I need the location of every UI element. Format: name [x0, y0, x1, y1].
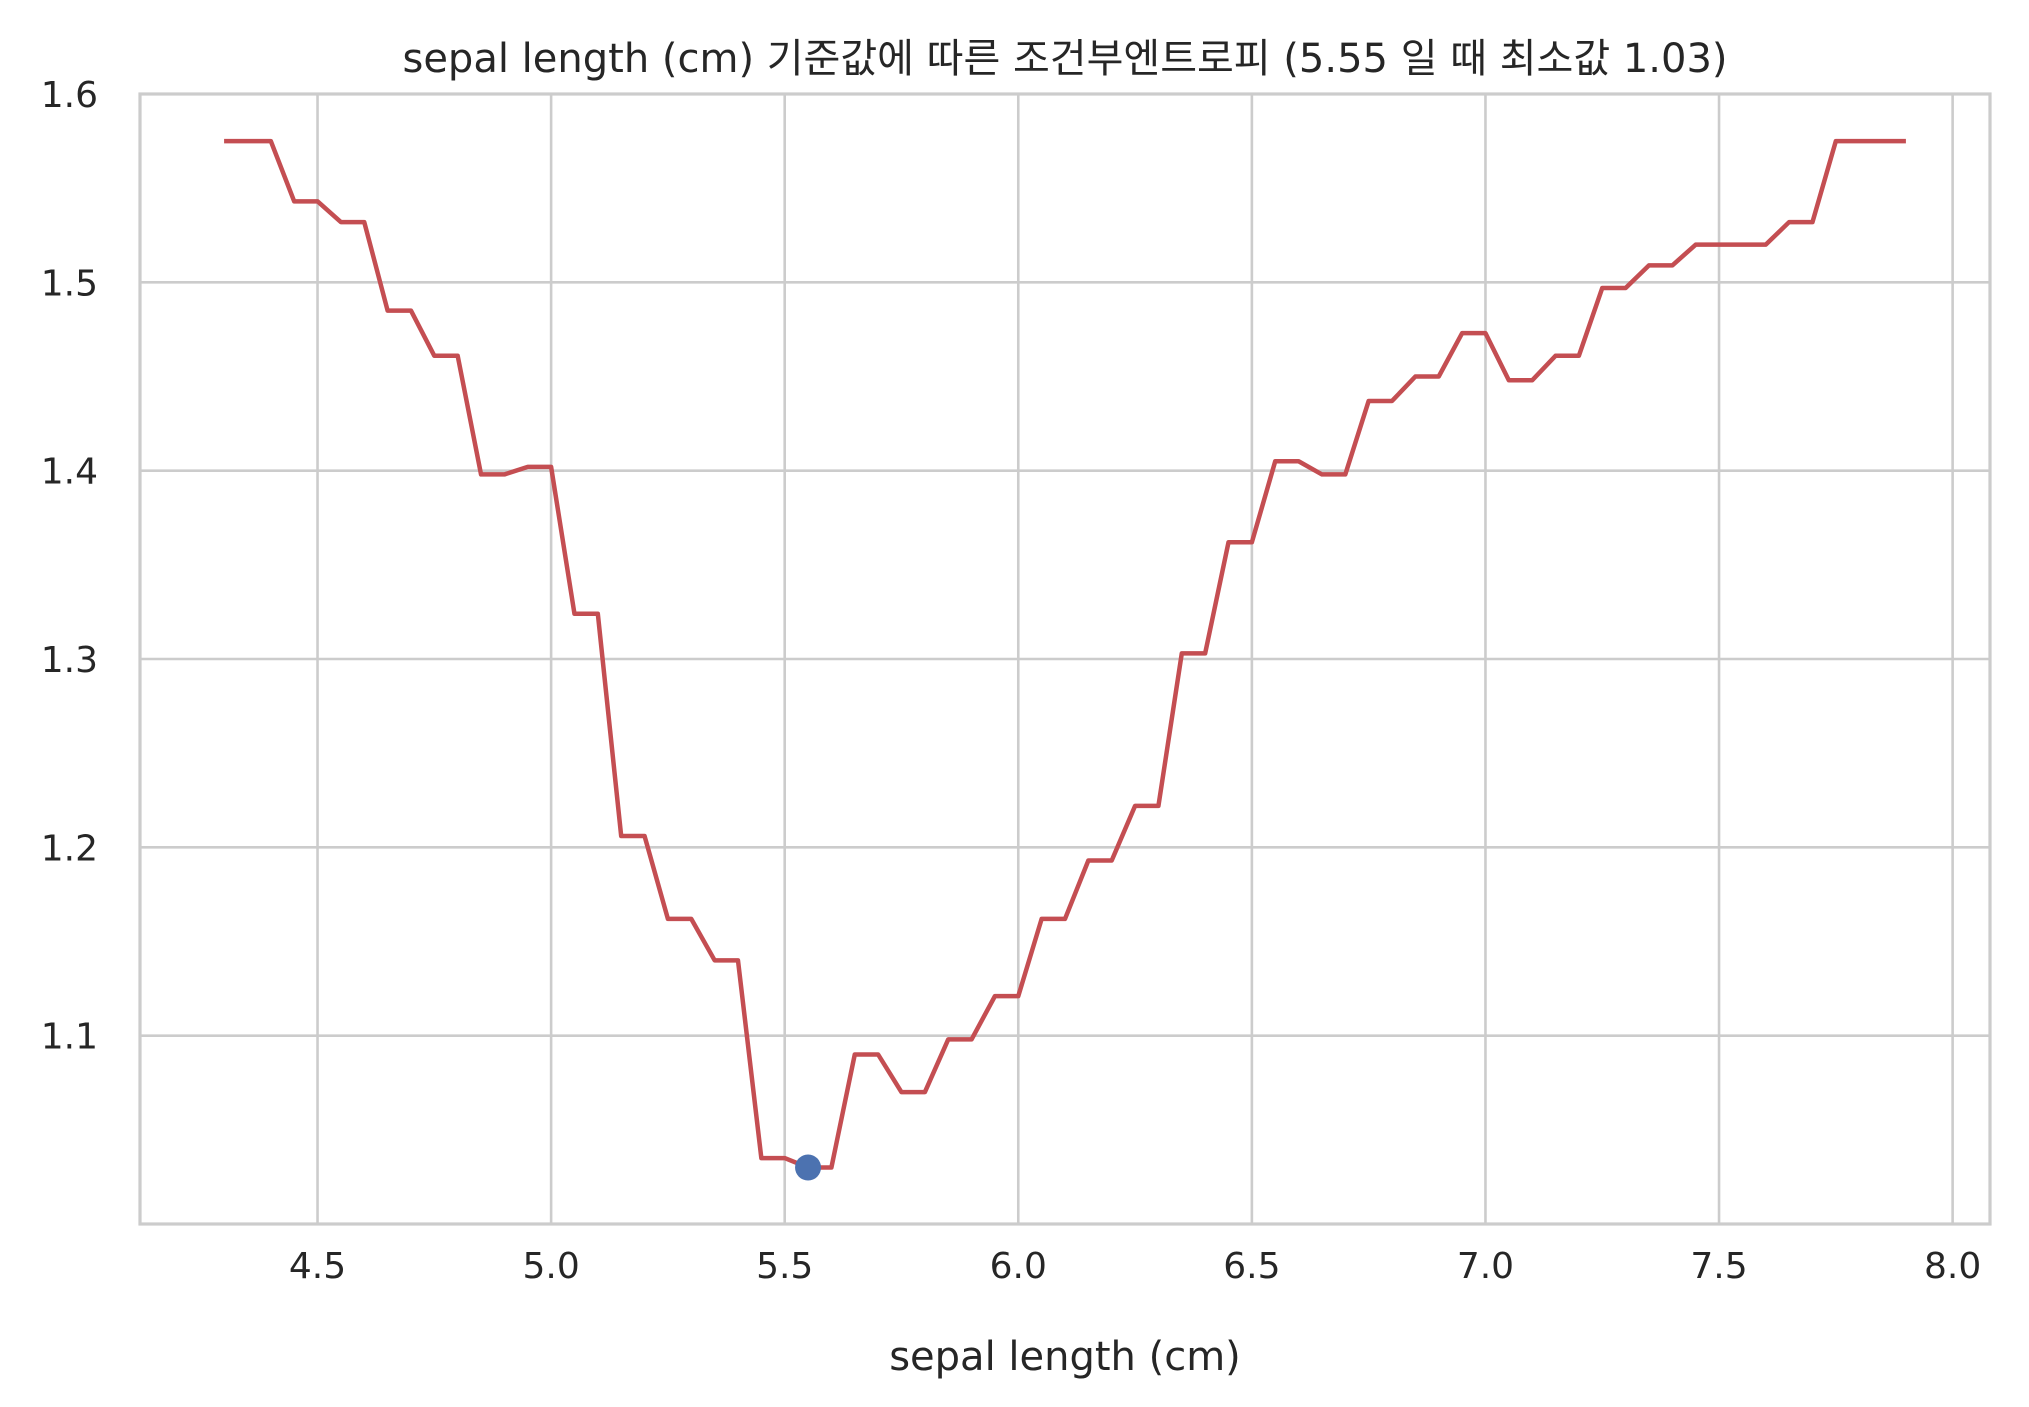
x-tick-label: 7.5	[1690, 1246, 1747, 1287]
y-tick-label: 1.6	[41, 75, 98, 116]
y-tick-label: 1.2	[41, 828, 98, 869]
y-tick-labels: 1.1 1.2 1.3 1.4 1.5 1.6	[41, 75, 98, 1058]
x-tick-label: 8.0	[1924, 1246, 1981, 1287]
x-tick-label: 6.5	[1223, 1246, 1280, 1287]
y-tick-label: 1.4	[41, 452, 98, 493]
x-tick-label: 5.5	[756, 1246, 813, 1287]
x-tick-label: 4.5	[289, 1246, 346, 1287]
chart-title: sepal length (cm) 기준값에 따른 조건부엔트로피 (5.55 …	[402, 36, 1727, 82]
y-tick-label: 1.3	[41, 640, 98, 681]
y-tick-label: 1.1	[41, 1017, 98, 1058]
series-group	[224, 138, 1906, 1181]
grid-lines	[140, 92, 1990, 1224]
y-tick-label: 1.5	[41, 263, 98, 304]
x-tick-label: 7.0	[1457, 1246, 1514, 1287]
entropy-line	[224, 138, 1906, 1170]
x-tick-labels: 4.5 5.0 5.5 6.0 6.5 7.0 7.5 8.0	[289, 1246, 1981, 1287]
minimum-point-marker	[795, 1154, 822, 1181]
plot-frame	[138, 92, 1992, 1226]
x-tick-label: 6.0	[990, 1246, 1047, 1287]
x-tick-label: 5.0	[522, 1246, 579, 1287]
x-axis-title: sepal length (cm)	[889, 1334, 1241, 1380]
